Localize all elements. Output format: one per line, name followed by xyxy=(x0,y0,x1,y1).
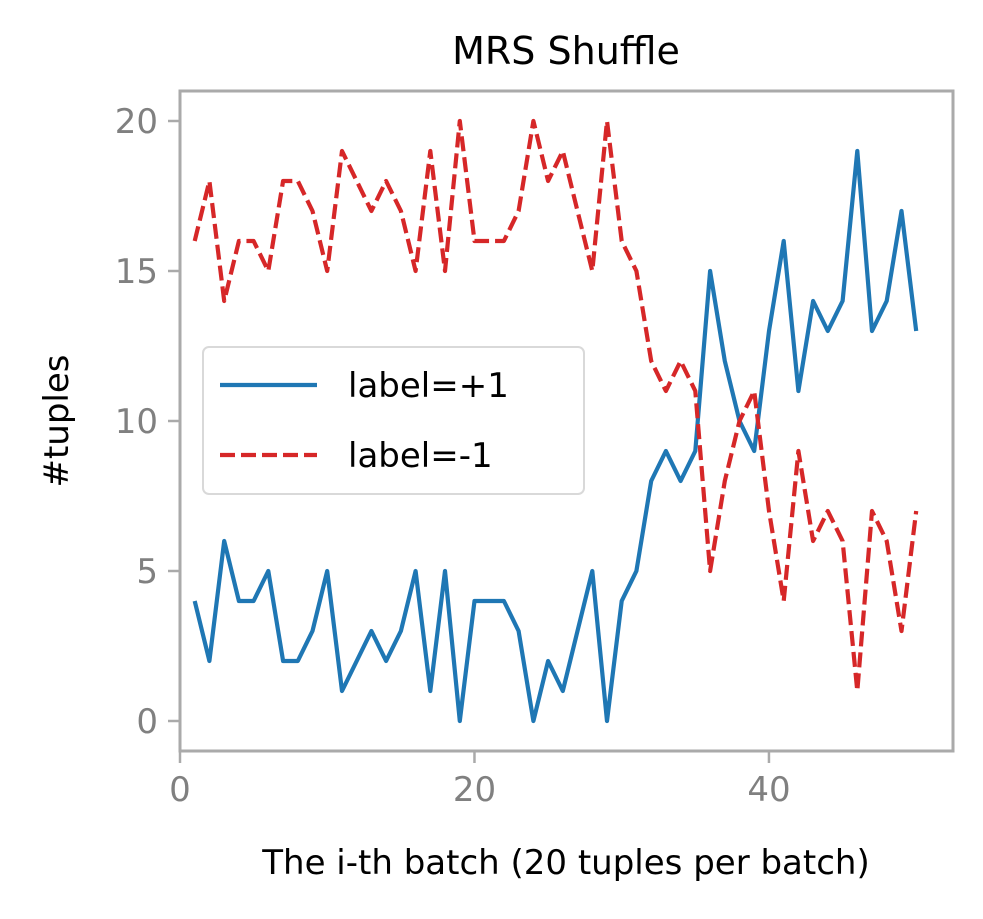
x-tick-label: 0 xyxy=(169,770,191,810)
x-tick-label: 40 xyxy=(747,770,790,810)
series-line-1 xyxy=(192,148,919,724)
series-line-2 xyxy=(192,118,919,694)
legend-label-2: label=-1 xyxy=(348,436,493,476)
series-layer xyxy=(192,118,919,724)
legend-label-1: label=+1 xyxy=(348,366,509,406)
chart-title: MRS Shuffle xyxy=(452,29,680,73)
x-axis-ticks: 0 20 40 xyxy=(169,751,791,810)
x-axis-label: The i-th batch (20 tuples per batch) xyxy=(261,843,869,883)
y-axis-label: #tuples xyxy=(37,354,77,487)
y-tick-label: 20 xyxy=(115,102,158,142)
y-axis-ticks: 0 5 10 15 20 xyxy=(115,102,180,742)
y-tick-label: 5 xyxy=(136,552,158,592)
y-tick-label: 15 xyxy=(115,252,158,292)
x-tick-label: 20 xyxy=(453,770,496,810)
legend: label=+1 label=-1 xyxy=(202,346,585,495)
y-tick-label: 0 xyxy=(136,702,158,742)
y-tick-label: 10 xyxy=(115,402,158,442)
